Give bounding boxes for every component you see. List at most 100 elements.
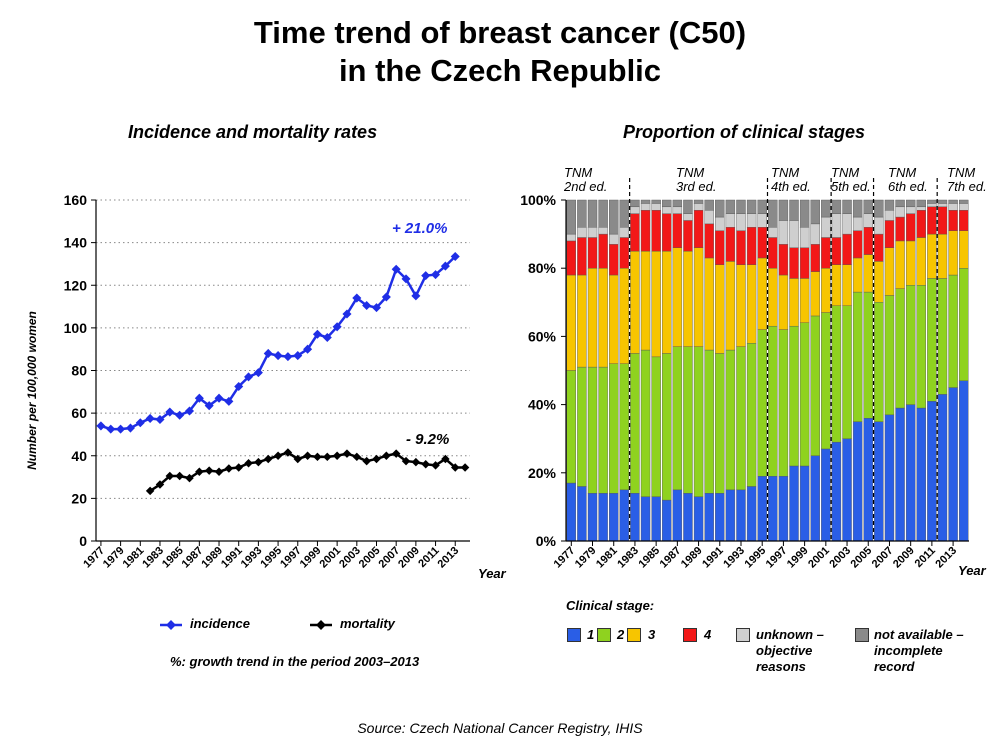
bar-segment-stage-4 — [810, 244, 820, 272]
bar-segment-stage-3 — [566, 274, 577, 371]
bar-segment-stage-4 — [842, 233, 852, 265]
legend-marker-incidence — [166, 620, 176, 630]
bar-segment-stage-unknown — [662, 206, 672, 214]
data-point-incidence — [145, 413, 155, 423]
bar-segment-stage-unknown — [852, 216, 863, 231]
bar-segment-stage-4 — [651, 210, 661, 252]
bar-segment-stage-2 — [958, 268, 969, 381]
bar-segment-stage-3 — [619, 268, 630, 364]
data-point-incidence — [175, 410, 185, 420]
bar-segment-stage-2 — [916, 285, 926, 409]
bar-segment-stage-not — [672, 199, 683, 208]
bar-segment-stage-unknown — [768, 227, 778, 238]
x-tick-label: 2007 — [870, 545, 896, 571]
tnm-label-edition: 7th ed. — [947, 179, 987, 194]
bar-segment-stage-3 — [810, 271, 820, 317]
bar-segment-stage-3 — [662, 250, 672, 354]
bar-segment-stage-4 — [905, 213, 916, 242]
data-point-mortality — [214, 467, 224, 476]
bar-segment-stage-2 — [619, 363, 630, 491]
bar-segment-stage-4 — [937, 206, 948, 235]
source-note: Source: Czech National Cancer Registry, … — [357, 720, 643, 736]
legend-swatch-stage-3 — [627, 628, 641, 642]
bar-segment-stage-4 — [852, 230, 863, 259]
bar-segment-stage-2 — [863, 291, 873, 419]
bar-segment-stage-2 — [874, 302, 884, 422]
bar-segment-stage-2 — [937, 278, 948, 395]
y-tick-label: 140 — [64, 235, 88, 251]
data-point-incidence — [184, 406, 195, 416]
bar-segment-stage-1 — [640, 496, 651, 542]
bar-segment-stage-unknown — [958, 203, 969, 211]
tnm-label: TNM — [947, 165, 975, 180]
bar-segment-stage-2 — [587, 366, 598, 494]
bar-segment-stage-4 — [566, 240, 577, 276]
bar-segment-stage-3 — [587, 268, 598, 368]
bar-segment-stage-4 — [927, 206, 937, 235]
bar-segment-stage-1 — [566, 482, 577, 542]
bar-segment-stage-unknown — [746, 213, 757, 228]
bar-segment-stage-unknown — [905, 206, 916, 214]
data-point-incidence — [273, 351, 283, 361]
bar-segment-stage-unknown — [799, 227, 810, 248]
bar-segment-stage-2 — [778, 329, 789, 477]
x-tick-label: 1997 — [764, 545, 790, 571]
bar-segment-stage-1 — [948, 387, 958, 542]
bar-segment-stage-2 — [640, 349, 651, 497]
bar-segment-stage-2 — [821, 312, 831, 450]
bar-segment-stage-1 — [937, 394, 948, 542]
bar-segment-stage-2 — [895, 288, 905, 409]
bar-segment-stage-2 — [905, 285, 916, 405]
bar-segment-stage-unknown — [704, 210, 714, 225]
bar-segment-stage-2 — [810, 315, 820, 456]
legend-marker-mortality — [316, 620, 326, 630]
data-point-mortality — [460, 463, 470, 472]
bar-segment-stage-1 — [768, 476, 778, 542]
bar-segment-stage-2 — [725, 349, 736, 491]
data-point-incidence — [283, 352, 293, 362]
bar-segment-stage-unknown — [715, 216, 725, 231]
bar-segment-stage-unknown — [874, 216, 884, 235]
bar-segment-stage-3 — [768, 268, 778, 327]
y-tick-label: 100 — [64, 320, 88, 336]
bar-segment-stage-1 — [863, 418, 873, 542]
bar-segment-stage-1 — [831, 441, 842, 542]
bar-segment-stage-unknown — [927, 203, 937, 208]
bar-segment-stage-1 — [715, 493, 725, 542]
bar-segment-stage-not — [725, 199, 736, 214]
bar-segment-stage-4 — [630, 213, 640, 252]
bar-segment-stage-2 — [577, 366, 587, 487]
data-point-mortality — [175, 471, 184, 481]
bar-segment-stage-4 — [895, 216, 905, 242]
bar-segment-stage-unknown — [863, 213, 873, 228]
data-point-mortality — [293, 454, 303, 464]
data-point-incidence — [450, 251, 460, 262]
bar-segment-stage-unknown — [842, 213, 852, 235]
data-point-mortality — [165, 471, 175, 481]
legend-stage-4: 4 — [704, 627, 712, 642]
bar-segment-stage-1 — [895, 407, 905, 542]
bar-segment-stage-not — [937, 199, 948, 204]
bar-segment-stage-not — [874, 199, 884, 218]
bar-segment-stage-unknown — [587, 227, 598, 238]
data-point-mortality — [352, 452, 362, 462]
bar-segment-stage-1 — [852, 421, 863, 542]
legend-stage-2: 2 — [617, 627, 625, 642]
bar-segment-stage-3 — [789, 278, 799, 327]
data-point-mortality — [145, 486, 155, 496]
bar-segment-stage-1 — [821, 448, 831, 542]
data-point-mortality — [254, 457, 263, 467]
bar-segment-stage-unknown — [778, 220, 789, 245]
bar-segment-stage-3 — [778, 274, 789, 330]
bar-segment-stage-not — [640, 199, 651, 204]
x-tick-label: 1983 — [140, 545, 166, 571]
data-point-mortality — [421, 460, 430, 469]
bar-segment-stage-1 — [799, 465, 810, 542]
bar-segment-stage-3 — [863, 254, 873, 293]
bar-segment-stage-3 — [598, 268, 608, 368]
bar-segment-stage-unknown — [895, 206, 905, 218]
data-point-mortality — [391, 449, 401, 458]
data-point-incidence — [116, 424, 126, 434]
bar-segment-stage-not — [863, 199, 873, 214]
bar-segment-stage-unknown — [916, 206, 926, 211]
